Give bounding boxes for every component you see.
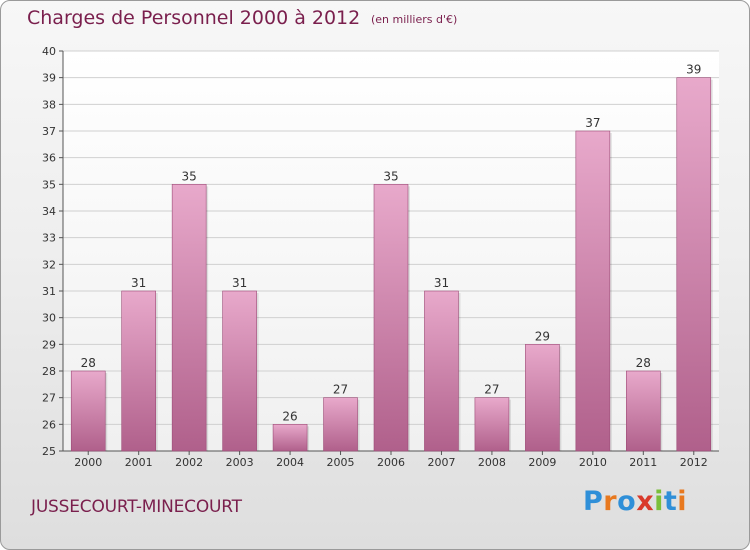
- proxiti-logo: Proxiti: [583, 486, 687, 517]
- logo-letter: P: [583, 486, 604, 517]
- bar: [424, 290, 459, 452]
- bar: [70, 370, 106, 452]
- y-tick-label: 40: [42, 45, 56, 58]
- x-tick-label: 2007: [427, 456, 455, 469]
- x-tick-label: 2008: [478, 456, 506, 469]
- bar: [676, 77, 712, 452]
- bar-value-label: 31: [131, 276, 146, 290]
- x-tick-label: 2009: [528, 456, 556, 469]
- x-tick-label: 2010: [579, 456, 607, 469]
- logo-letter: o: [617, 486, 637, 517]
- y-tick-label: 31: [42, 285, 56, 298]
- y-tick-label: 37: [42, 125, 56, 138]
- bar-value-label: 31: [232, 276, 247, 290]
- chart-unit: (en milliers d'€): [371, 13, 458, 26]
- bar-value-label: 35: [383, 169, 398, 183]
- bar: [121, 290, 156, 452]
- bar: [626, 370, 661, 452]
- bar-value-label: 27: [333, 383, 348, 397]
- bar-value-label: 28: [636, 356, 651, 370]
- y-tick-label: 39: [42, 72, 56, 85]
- bar-value-label: 29: [535, 329, 550, 343]
- bar-value-label: 31: [434, 276, 449, 290]
- bar: [373, 184, 409, 452]
- bar: [272, 424, 308, 452]
- y-tick-label: 32: [42, 258, 56, 271]
- bar-value-label: 27: [484, 383, 499, 397]
- y-tick-label: 29: [42, 338, 56, 351]
- y-tick-label: 35: [42, 178, 56, 191]
- bar-value-label: 28: [81, 356, 96, 370]
- y-tick-label: 38: [42, 98, 56, 111]
- x-tick-label: 2004: [276, 456, 304, 469]
- bar-value-label: 37: [585, 116, 600, 130]
- commune-name: JUSSECOURT-MINECOURT: [31, 497, 242, 517]
- bar: [222, 290, 257, 452]
- bar: [323, 397, 358, 452]
- x-tick-label: 2011: [629, 456, 657, 469]
- x-tick-label: 2003: [226, 456, 254, 469]
- logo-letter: x: [636, 486, 655, 517]
- y-tick-label: 30: [42, 312, 56, 325]
- x-tick-label: 2012: [680, 456, 708, 469]
- y-tick-label: 27: [42, 392, 56, 405]
- bar-value-label: 26: [282, 409, 297, 423]
- bar: [474, 397, 510, 452]
- bar: [171, 184, 207, 452]
- bar: [575, 130, 611, 452]
- x-tick-label: 2000: [74, 456, 102, 469]
- y-tick-label: 28: [42, 365, 56, 378]
- x-tick-label: 2006: [377, 456, 405, 469]
- logo-letter: r: [603, 486, 618, 517]
- x-tick-label: 2001: [125, 456, 153, 469]
- y-tick-label: 34: [42, 205, 56, 218]
- y-tick-label: 26: [42, 418, 56, 431]
- y-tick-label: 33: [42, 232, 56, 245]
- x-tick-label: 2002: [175, 456, 203, 469]
- logo-letter: i: [654, 486, 664, 517]
- bar-value-label: 35: [182, 169, 197, 183]
- bar: [525, 344, 560, 452]
- chart-title: Charges de Personnel 2000 à 2012: [27, 7, 361, 29]
- y-tick-label: 25: [42, 445, 56, 458]
- logo-letter: i: [677, 486, 688, 517]
- logo-letter: t: [663, 486, 678, 517]
- y-tick-label: 36: [42, 152, 56, 165]
- bar-value-label: 39: [686, 63, 701, 77]
- x-tick-label: 2005: [327, 456, 355, 469]
